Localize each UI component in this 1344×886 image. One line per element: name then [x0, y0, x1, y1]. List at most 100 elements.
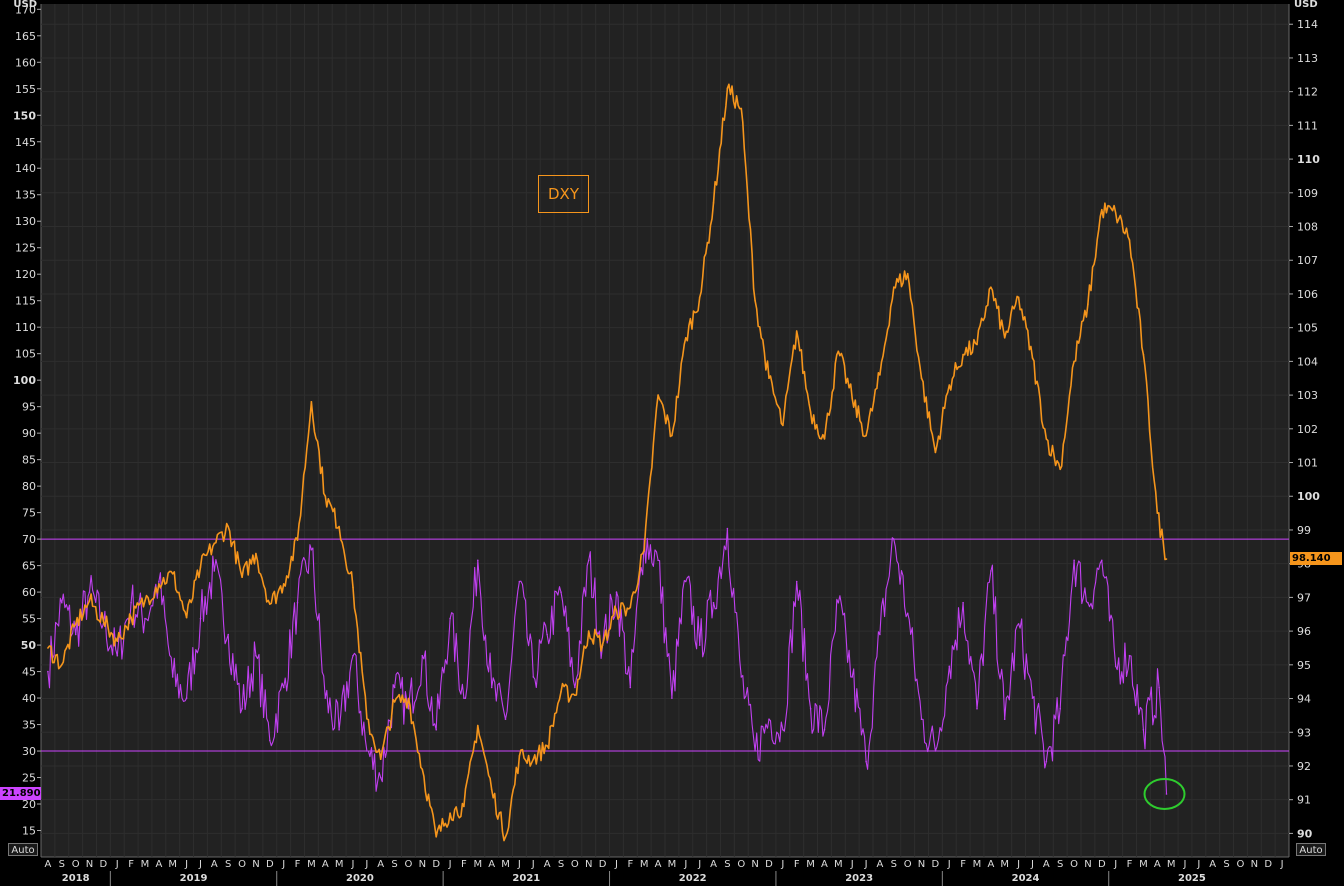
left-tick-label: 60: [22, 586, 36, 599]
dxy-point: [61, 664, 63, 666]
oscillator-point: [712, 601, 715, 604]
left-tick-label: 65: [22, 560, 36, 573]
month-label: O: [238, 859, 246, 870]
dxy-point: [296, 539, 299, 541]
year-label: 2023: [845, 873, 873, 884]
month-label: A: [655, 859, 662, 870]
right-tick-label: 103: [1297, 389, 1318, 402]
oscillator-point: [879, 633, 881, 636]
oscillator-point: [546, 633, 548, 636]
dxy-point: [1087, 303, 1089, 305]
month-label: N: [252, 859, 259, 870]
dxy-point: [171, 573, 174, 575]
oscillator-point: [698, 644, 701, 646]
oscillator-point: [407, 707, 410, 710]
month-label: F: [1127, 859, 1133, 870]
month-label: M: [307, 859, 316, 870]
right-tick-label: 91: [1297, 794, 1311, 807]
dxy-point: [698, 296, 701, 299]
dxy-point: [560, 691, 562, 693]
last-value-right-tag: 98.140: [1290, 551, 1342, 565]
month-label: S: [1057, 859, 1063, 870]
oscillator-point: [560, 591, 562, 593]
dxy-point: [324, 495, 327, 498]
month-label: D: [599, 859, 607, 870]
oscillator-point: [990, 570, 992, 572]
dxy-point: [1114, 212, 1117, 214]
oscillator-point: [865, 760, 867, 763]
auto-scale-left-button[interactable]: Auto: [8, 843, 38, 856]
month-label: J: [517, 859, 521, 870]
oscillator-point: [962, 601, 964, 604]
month-label: N: [86, 859, 93, 870]
oscillator-point: [490, 686, 493, 689]
dxy-point: [1059, 468, 1061, 471]
dxy-point: [74, 623, 77, 626]
month-label: D: [432, 859, 440, 870]
oscillator-point: [310, 548, 313, 551]
month-label: F: [960, 859, 966, 870]
auto-scale-right-button[interactable]: Auto: [1296, 843, 1326, 856]
month-label: M: [668, 859, 677, 870]
right-tick-label: 101: [1297, 457, 1318, 470]
left-tick-label: 80: [22, 480, 36, 493]
dxy-point: [990, 286, 992, 289]
oscillator-point: [809, 707, 812, 710]
dxy-point: [795, 330, 798, 332]
month-label: O: [1237, 859, 1245, 870]
month-label: J: [198, 859, 202, 870]
dxy-point: [546, 744, 548, 747]
dxy-point: [726, 87, 729, 90]
oscillator-point: [74, 633, 77, 636]
oscillator-point: [379, 776, 382, 779]
oscillator-point: [421, 654, 424, 657]
dxy-point: [879, 374, 881, 376]
right-tick-label: 110: [1297, 153, 1320, 166]
month-label: M: [973, 859, 982, 870]
oscillator-point: [976, 707, 978, 710]
left-tick-label: 50: [21, 639, 37, 652]
oscillator-series-line: [47, 527, 1168, 795]
dxy-point: [851, 397, 853, 400]
oscillator-point: [61, 601, 63, 604]
oscillator-point: [185, 697, 188, 699]
oscillator-point: [1003, 718, 1006, 720]
oscillator-point: [199, 617, 202, 620]
dxy-point: [366, 718, 368, 720]
left-tick-label: 130: [15, 215, 36, 228]
right-tick-label: 97: [1297, 591, 1311, 604]
dxy-point: [310, 401, 313, 403]
month-label: A: [211, 859, 218, 870]
month-label: F: [794, 859, 800, 870]
dxy-point: [809, 411, 812, 413]
left-tick-label: 20: [22, 798, 36, 811]
year-label: 2018: [62, 873, 90, 884]
oscillator-point: [754, 750, 756, 752]
dxy-point: [712, 202, 715, 204]
month-label: S: [59, 859, 65, 870]
right-tick-label: 102: [1297, 423, 1318, 436]
month-label: A: [488, 859, 495, 870]
right-tick-label: 107: [1297, 254, 1318, 267]
dxy-point: [255, 552, 257, 555]
dxy-point: [1142, 353, 1145, 356]
month-label: J: [780, 859, 784, 870]
left-tick-label: 40: [22, 692, 36, 705]
month-label: F: [461, 859, 467, 870]
year-label: 2021: [512, 873, 540, 884]
month-label: M: [640, 859, 649, 870]
oscillator-point: [823, 729, 826, 731]
month-label: M: [141, 859, 150, 870]
month-label: J: [864, 859, 868, 870]
dxy-point: [768, 377, 770, 380]
oscillator-point: [47, 670, 49, 673]
month-label: J: [364, 859, 368, 870]
dxy-point: [837, 350, 840, 353]
oscillator-point: [477, 559, 479, 562]
oscillator-point: [1114, 665, 1117, 668]
month-label: M: [501, 859, 510, 870]
month-label: A: [155, 859, 162, 870]
oscillator-point: [782, 729, 784, 731]
oscillator-point: [657, 559, 659, 562]
oscillator-point: [795, 580, 798, 583]
